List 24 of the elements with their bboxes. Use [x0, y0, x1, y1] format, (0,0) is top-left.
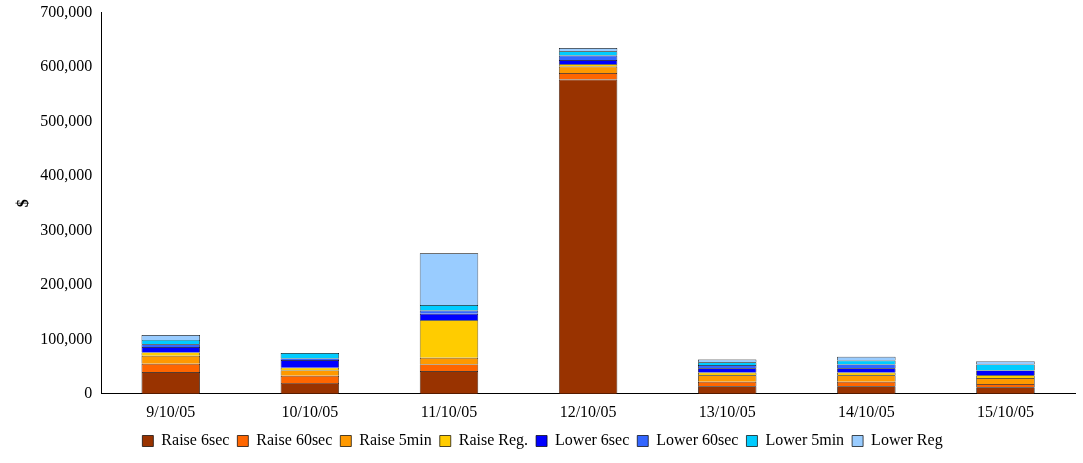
legend-label: Lower 60sec	[656, 431, 739, 449]
y-tick-label: 400,000	[40, 166, 93, 184]
x-tick-label: 9/10/05	[146, 402, 196, 420]
y-tick-label: 100,000	[40, 329, 93, 347]
y-tick-label: 500,000	[40, 111, 93, 129]
legend-label: Lower 6sec	[555, 431, 630, 449]
x-tick-label: 13/10/05	[698, 402, 756, 420]
x-tick-label: 15/10/05	[977, 402, 1034, 420]
y-tick-label: 300,000	[40, 220, 93, 238]
legend-label: Raise Reg.	[458, 431, 529, 450]
y-tick-label: 200,000	[40, 275, 93, 293]
y-tick-label: 600,000	[40, 57, 93, 75]
legend-label: Lower 5min	[765, 431, 845, 449]
y-axis-title: $	[13, 199, 31, 208]
x-tick-label: 12/10/05	[559, 402, 617, 420]
x-tick-label: 11/10/05	[420, 402, 478, 420]
x-tick-label: 10/10/05	[281, 402, 339, 420]
legend-label: Lower Reg	[871, 431, 943, 450]
y-tick-label: 700,000	[40, 2, 93, 20]
legend-label: Raise 5min	[359, 431, 432, 449]
legend-label: Raise 60sec	[256, 431, 333, 449]
y-tick-label: 0	[84, 384, 93, 401]
x-tick-label: 14/10/05	[837, 402, 895, 420]
legend-label: Raise 6sec	[161, 431, 230, 449]
